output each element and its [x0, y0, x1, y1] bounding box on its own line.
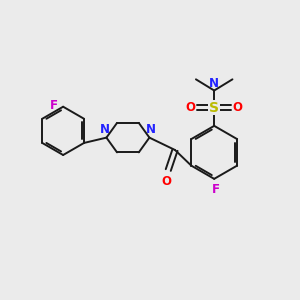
- Text: O: O: [162, 175, 172, 188]
- Text: F: F: [50, 99, 58, 112]
- Text: O: O: [186, 101, 196, 114]
- Text: N: N: [100, 123, 110, 136]
- Text: N: N: [209, 77, 219, 90]
- Text: O: O: [233, 101, 243, 114]
- Text: N: N: [146, 123, 156, 136]
- Text: F: F: [212, 183, 220, 196]
- Text: S: S: [209, 100, 219, 115]
